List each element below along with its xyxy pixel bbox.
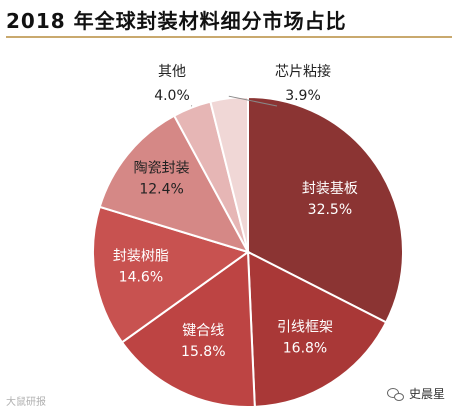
slice-value-label: 3.9%	[285, 88, 321, 104]
slice-value-label: 14.6%	[119, 270, 163, 286]
pie-slice-2	[246, 250, 388, 408]
slice-value-label: 32.5%	[308, 202, 352, 218]
pie-slice-3	[120, 250, 256, 408]
leader-lines	[190, 95, 278, 107]
slice-value-label: 4.0%	[154, 88, 190, 104]
slice-value-label: 15.8%	[181, 344, 225, 360]
chart-title: 2018 年全球封装材料细分市场占比	[6, 9, 347, 33]
slice-category-label: 封装树脂	[113, 249, 169, 265]
slice-value-label: 16.8%	[283, 341, 327, 357]
slice-category-label: 其他	[158, 64, 186, 80]
watermark-text: 大鼠研报	[6, 397, 46, 408]
pie-slice-5	[98, 114, 251, 254]
pie-slice-7	[209, 95, 249, 253]
source-name: 史晨星	[408, 387, 445, 401]
title-underline	[6, 36, 452, 38]
leader-line-7	[228, 95, 278, 107]
slice-category-label: 引线框架	[277, 320, 333, 336]
wechat-icon	[386, 387, 405, 401]
slice-labels: 封装基板 32.5% 引线框架 16.8% 键合线 15.8% 封装树脂 14.6% 陶瓷封装 1…	[113, 63, 358, 360]
slice-category-label: 陶瓷封装	[134, 160, 190, 176]
slice-category-label: 封装基板	[302, 180, 358, 197]
slice-category-label: 芯片粘接	[275, 63, 331, 80]
source-credit: 史晨星	[386, 385, 445, 402]
slice-value-label: 12.4%	[139, 181, 183, 197]
slice-category-label: 键合线	[182, 323, 224, 339]
pie-slices	[92, 95, 404, 408]
pie-slice-1	[247, 95, 404, 324]
